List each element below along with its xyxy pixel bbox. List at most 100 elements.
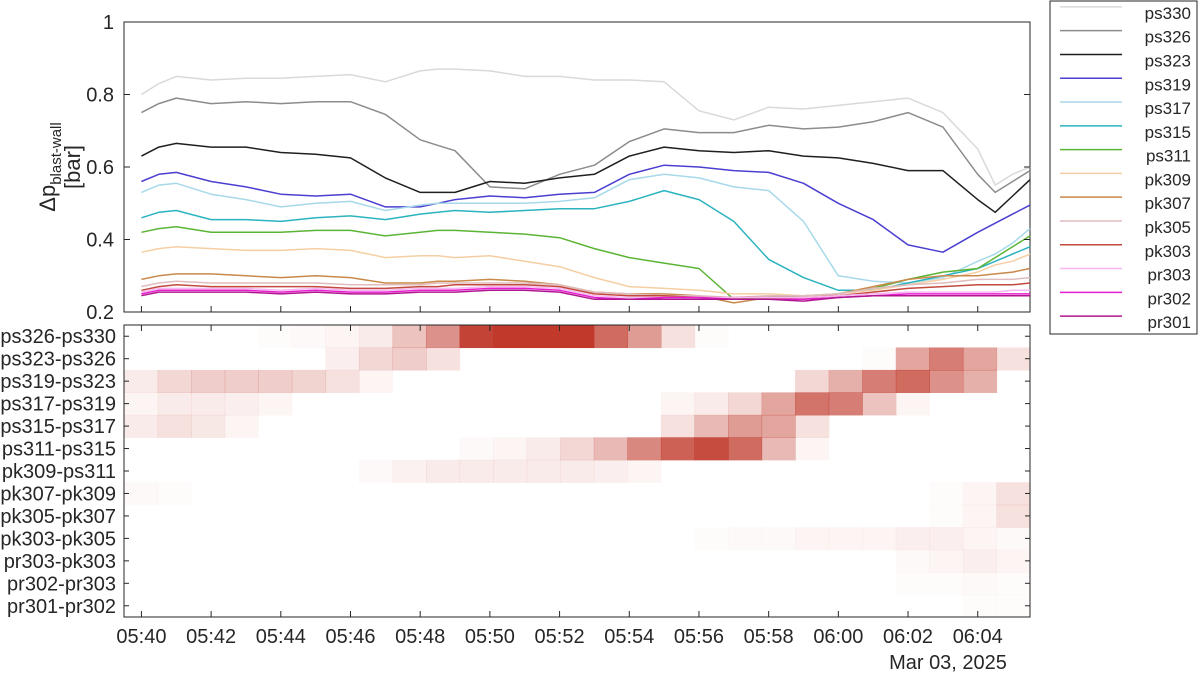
y-tick-label: 0.2 — [86, 302, 114, 324]
heatmap-cell — [962, 347, 998, 371]
legend-label-pk303: pk303 — [1145, 242, 1191, 261]
heatmap-cell — [828, 369, 863, 393]
heatmap-cell — [996, 482, 1031, 506]
heatmap-cell — [996, 347, 1031, 371]
heatmap-cell — [359, 460, 393, 483]
heatmap-cell — [493, 459, 528, 483]
x-tick-label: 05:54 — [604, 626, 654, 648]
heatmap-cell — [493, 325, 528, 349]
heatmap-row-label: pk307-pk309 — [0, 483, 116, 505]
heatmap-cell — [191, 414, 226, 438]
heatmap-row-label: ps323-ps326 — [0, 349, 116, 371]
series-line-pk303 — [141, 282, 1031, 299]
heatmap-cell — [963, 572, 997, 595]
legend-label-pk309: pk309 — [1145, 170, 1191, 189]
heatmap-cell — [761, 414, 796, 438]
heatmap-row-label: pk309-ps311 — [2, 461, 116, 483]
heatmap-row-label: pk305-pk307 — [0, 506, 116, 528]
heatmap-cell — [325, 325, 360, 349]
heatmap-cell — [694, 392, 729, 416]
heatmap-cell — [459, 459, 494, 483]
heatmap-row-label: ps326-ps330 — [0, 326, 116, 348]
heatmap-row-label: pr301-pr302 — [7, 596, 116, 618]
heatmap-cell — [963, 595, 997, 618]
heatmap-cell — [996, 504, 1031, 528]
heatmap-cell — [325, 347, 360, 371]
heatmap-cell — [258, 369, 293, 393]
series-line-pr303 — [141, 285, 1030, 299]
x-tick-label: 05:40 — [116, 626, 166, 648]
heatmap-cell — [526, 437, 561, 461]
heatmap-cell — [426, 325, 461, 349]
y-axis-label-subscript: blast-wall — [48, 122, 65, 185]
heatmap-cell — [862, 392, 897, 416]
heatmap-cell — [694, 437, 729, 461]
heatmap-cell — [962, 369, 998, 393]
heatmap-cell — [191, 392, 226, 416]
heatmap-cell — [862, 527, 897, 551]
heatmap-cell — [728, 437, 763, 461]
heatmap-cell — [627, 459, 662, 483]
legend-items: ps330 ps326 ps323 ps319 ps317 ps315 ps311 pk309… — [1060, 4, 1191, 332]
heatmap-cell — [258, 392, 293, 416]
heatmap-cell — [560, 325, 595, 349]
heatmap-cell — [929, 527, 964, 551]
heatmap-cell — [660, 392, 696, 416]
heatmap-cells — [124, 325, 1031, 618]
heatmap-row-label: pk303-pk305 — [0, 528, 116, 550]
heatmap-cell — [560, 437, 595, 461]
x-tick-label: 06:00 — [813, 626, 863, 648]
legend: ps330 ps326 ps323 ps319 ps317 ps315 ps311 pk309… — [1049, 0, 1198, 335]
heatmap-cell — [124, 392, 159, 416]
x-tick-label: 05:50 — [465, 626, 515, 648]
heatmap-cell — [460, 437, 494, 460]
series-line-ps319 — [141, 164, 1031, 253]
heatmap-cell — [124, 482, 158, 505]
heatmap-cell — [929, 482, 963, 505]
heatmap-cell — [358, 369, 394, 393]
heatmap-cell — [929, 572, 963, 595]
heatmap-cell — [962, 549, 998, 573]
legend-box — [1049, 0, 1198, 335]
heatmap-cell — [292, 325, 326, 348]
heatmap-cell — [157, 414, 192, 438]
pressure-line-chart: 0.2 0.4 0.6 0.8 1 Δpblast-wall [bar] — [35, 12, 1031, 324]
legend-label-ps330: ps330 — [1145, 4, 1191, 23]
heatmap-cell — [929, 347, 964, 371]
legend-label-ps311: ps311 — [1146, 147, 1191, 166]
series-line-pk305 — [141, 276, 1031, 299]
heatmap-cell — [795, 392, 830, 416]
heatmap-cell — [962, 482, 998, 506]
y-tick-label: 0.4 — [86, 230, 114, 252]
heatmap-cell — [828, 527, 863, 551]
legend-label-ps317: ps317 — [1145, 99, 1191, 118]
legend-label-ps323: ps323 — [1145, 51, 1191, 70]
heatmap-cell — [124, 414, 159, 438]
heatmap-cell — [828, 392, 863, 416]
heatmap-cell — [392, 325, 427, 349]
heatmap-cell — [191, 369, 226, 393]
x-axis-date-label: Mar 03, 2025 — [889, 652, 1007, 674]
legend-label-ps319: ps319 — [1145, 75, 1191, 94]
heatmap-cell — [158, 482, 192, 505]
heatmap-cell — [862, 369, 897, 393]
x-tick-label: 05:56 — [674, 626, 724, 648]
legend-label-ps315: ps315 — [1145, 123, 1191, 142]
heatmap-cell — [795, 369, 830, 393]
legend-label-pk307: pk307 — [1145, 194, 1191, 213]
series-line-ps315 — [141, 189, 1031, 292]
heatmap-cell — [962, 527, 998, 551]
heatmap-cell — [224, 392, 259, 416]
x-tick-label: 06:02 — [883, 626, 933, 648]
heatmap-row-label: pr303-pk303 — [4, 551, 116, 573]
legend-label-pr301: pr301 — [1148, 313, 1191, 332]
heatmap-cell — [694, 414, 729, 438]
heatmap-cell — [426, 347, 461, 371]
heatmap-cell — [157, 392, 192, 416]
heatmap-cell — [896, 550, 930, 573]
y-tick-label: 0.6 — [86, 157, 114, 179]
heatmap-cell — [929, 505, 963, 528]
line-chart-frame — [123, 21, 1031, 313]
legend-label-ps326: ps326 — [1145, 28, 1191, 47]
